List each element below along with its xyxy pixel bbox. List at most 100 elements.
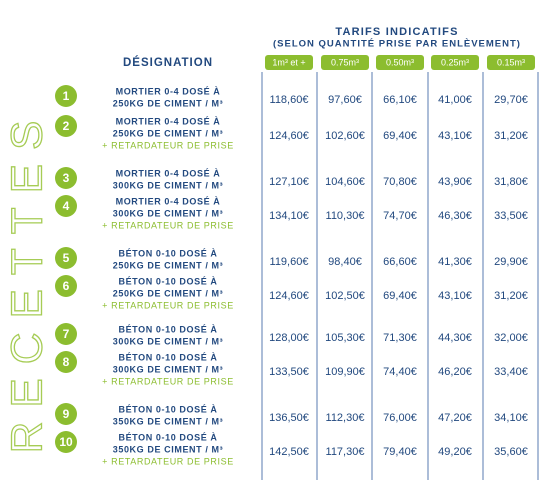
prices-subtitle: (SELON QUANTITÉ PRISE PAR ENLÈVEMENT) xyxy=(273,39,521,50)
row-badge xyxy=(55,167,77,189)
price: 110,30€ xyxy=(326,210,365,222)
column-pill xyxy=(431,55,479,70)
price: 128,00€ xyxy=(269,332,309,344)
price: 98,40€ xyxy=(328,256,362,268)
price: 79,40€ xyxy=(383,446,417,458)
row-number: 9 xyxy=(63,407,70,421)
price: 134,10€ xyxy=(269,210,309,222)
price: 102,60€ xyxy=(325,130,365,142)
designation-extra: + RETARDATEUR DE PRISE xyxy=(102,140,234,150)
price: 136,50€ xyxy=(269,412,309,424)
row-number: 3 xyxy=(63,171,70,185)
price: 49,20€ xyxy=(438,446,472,458)
row-number: 8 xyxy=(63,355,70,369)
column-label: 0.25m³ xyxy=(441,57,469,67)
row-badge xyxy=(55,85,77,107)
row-badge xyxy=(55,247,77,269)
row-badge xyxy=(55,195,77,217)
designation-extra: + RETARDATEUR DE PRISE xyxy=(102,300,234,310)
price: 31,80€ xyxy=(494,176,528,188)
row-badge xyxy=(55,275,77,297)
designation-line: 300KG DE CIMENT / M³ xyxy=(113,364,224,374)
designation-line: BÉTON 0-10 DOSÉ À xyxy=(118,324,217,334)
designation-line: 300KG DE CIMENT / M³ xyxy=(113,180,224,190)
price: 69,40€ xyxy=(383,130,417,142)
price: 124,60€ xyxy=(269,290,309,302)
price: 43,10€ xyxy=(438,130,472,142)
designation-header: DÉSIGNATION xyxy=(123,56,213,69)
column-pill xyxy=(265,55,313,70)
designation-line: BÉTON 0-10 DOSÉ À xyxy=(118,352,217,362)
designation-extra: + RETARDATEUR DE PRISE xyxy=(102,456,234,466)
price: 74,40€ xyxy=(383,366,417,378)
column-label: 0.75m³ xyxy=(331,57,359,67)
price: 41,00€ xyxy=(438,94,472,106)
price: 76,00€ xyxy=(383,412,417,424)
designation-line: 250KG DE CIMENT / M³ xyxy=(113,288,224,298)
price: 31,20€ xyxy=(494,290,528,302)
price: 142,50€ xyxy=(269,446,309,458)
row-number: 2 xyxy=(63,119,70,133)
price: 127,10€ xyxy=(269,176,309,188)
designation-line: BÉTON 0-10 DOSÉ À xyxy=(118,276,217,286)
price: 35,60€ xyxy=(494,446,528,458)
row-badge xyxy=(55,403,77,425)
price: 105,30€ xyxy=(325,332,365,344)
designation-line: 300KG DE CIMENT / M³ xyxy=(113,336,224,346)
price: 74,70€ xyxy=(383,210,417,222)
price: 70,80€ xyxy=(383,176,417,188)
price: 29,70€ xyxy=(494,94,528,106)
column-pill xyxy=(376,55,424,70)
price: 66,10€ xyxy=(383,94,417,106)
designation-line: BÉTON 0-10 DOSÉ À xyxy=(118,248,217,258)
row-number: 7 xyxy=(63,327,70,341)
price: 43,10€ xyxy=(438,290,472,302)
designation-extra: + RETARDATEUR DE PRISE xyxy=(102,220,234,230)
price: 117,30€ xyxy=(326,446,365,458)
price: 34,10€ xyxy=(494,412,528,424)
side-title: RECETTES xyxy=(3,107,52,454)
price: 69,40€ xyxy=(383,290,417,302)
price: 43,90€ xyxy=(438,176,472,188)
row-badge xyxy=(55,323,77,345)
row-badge xyxy=(55,351,77,373)
price: 31,20€ xyxy=(494,130,528,142)
column-label: 0.15m³ xyxy=(497,57,525,67)
row-number: 5 xyxy=(63,251,70,265)
designation-line: MORTIER 0-4 DOSÉ À xyxy=(116,196,221,206)
designation-line: 250KG DE CIMENT / M³ xyxy=(113,98,224,108)
price: 29,90€ xyxy=(494,256,528,268)
price: 112,30€ xyxy=(326,412,365,424)
column-label: 1m³ et + xyxy=(272,57,305,67)
price: 71,30€ xyxy=(383,332,417,344)
price: 119,60€ xyxy=(270,256,309,268)
designation-line: BÉTON 0-10 DOSÉ À xyxy=(118,432,217,442)
designation-line: 250KG DE CIMENT / M³ xyxy=(113,260,224,270)
row-number: 1 xyxy=(63,89,70,103)
designation-line: MORTIER 0-4 DOSÉ À xyxy=(116,86,221,96)
row-badge xyxy=(55,431,77,453)
price: 33,50€ xyxy=(494,210,528,222)
row-number: 6 xyxy=(63,279,70,293)
column-pill xyxy=(321,55,369,70)
prices-title: TARIFS INDICATIFS xyxy=(335,26,458,38)
price: 66,60€ xyxy=(383,256,417,268)
price: 44,30€ xyxy=(438,332,472,344)
price: 104,60€ xyxy=(325,176,365,188)
column-pill xyxy=(487,55,535,70)
designation-line: MORTIER 0-4 DOSÉ À xyxy=(116,168,221,178)
price: 33,40€ xyxy=(494,366,528,378)
designation-extra: + RETARDATEUR DE PRISE xyxy=(102,376,234,386)
price: 109,90€ xyxy=(325,366,365,378)
row-number: 10 xyxy=(59,435,73,449)
designation-line: 350KG DE CIMENT / M³ xyxy=(113,416,224,426)
designation-line: 250KG DE CIMENT / M³ xyxy=(113,128,224,138)
price: 46,20€ xyxy=(438,366,472,378)
price: 47,20€ xyxy=(438,412,472,424)
designation-line: MORTIER 0-4 DOSÉ À xyxy=(116,116,221,126)
row-badge xyxy=(55,115,77,137)
price: 133,50€ xyxy=(269,366,309,378)
price: 46,30€ xyxy=(438,210,472,222)
price: 118,60€ xyxy=(270,94,309,106)
